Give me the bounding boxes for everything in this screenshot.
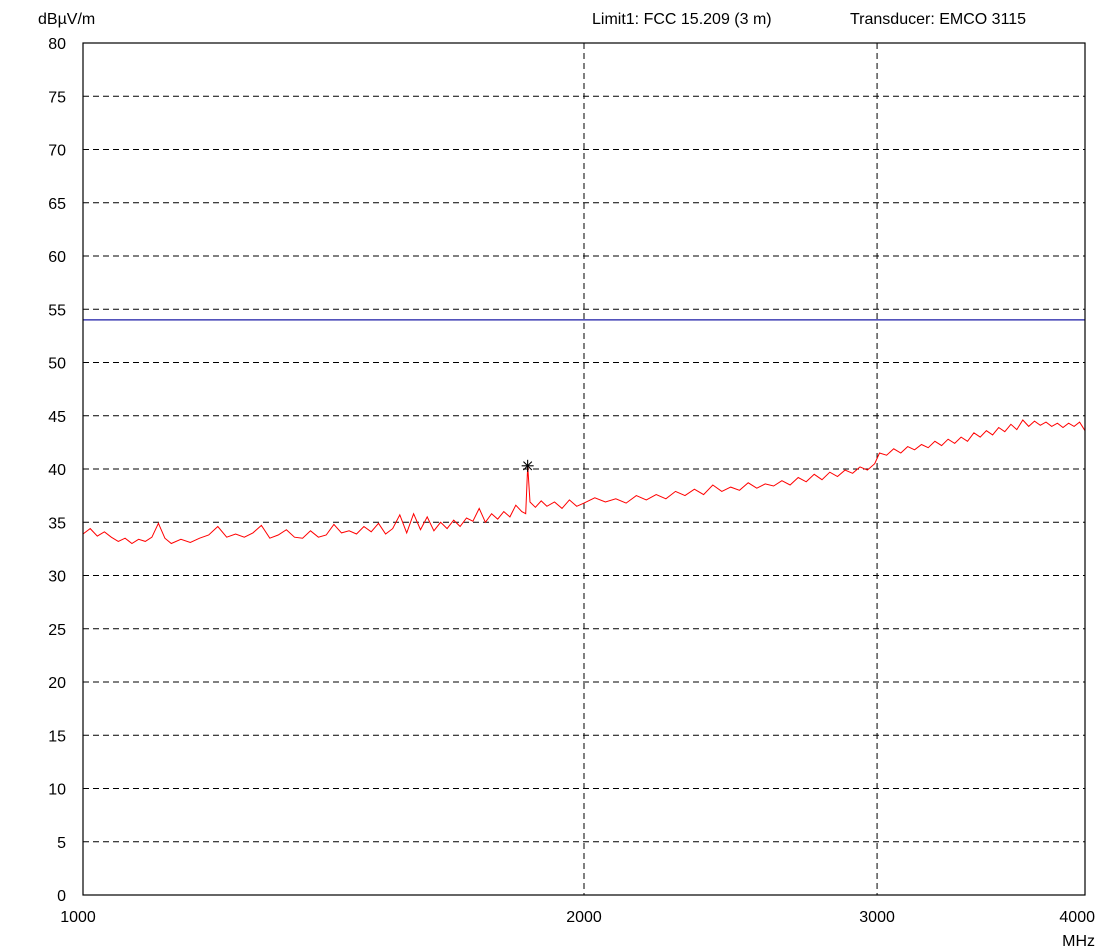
plot-frame bbox=[82, 42, 1086, 896]
limit-label: Limit1: FCC 15.209 (3 m) bbox=[592, 11, 772, 28]
grid-layer bbox=[83, 43, 1085, 895]
x-axis-unit-label: MHz bbox=[1062, 933, 1095, 950]
y-tick-label: 80 bbox=[48, 36, 66, 53]
y-tick-label: 45 bbox=[48, 409, 66, 426]
y-tick-label: 35 bbox=[48, 515, 66, 532]
y-tick-label: 10 bbox=[48, 782, 66, 799]
y-tick-label: 30 bbox=[48, 569, 66, 586]
y-tick-label: 65 bbox=[48, 196, 66, 213]
transducer-label: Transducer: EMCO 3115 bbox=[850, 11, 1026, 28]
y-axis-unit-label: dBµV/m bbox=[38, 11, 95, 28]
measurement-trace bbox=[82, 419, 1086, 545]
tick-labels: 0 5 10 15 20 25 30 35 40 45 50 55 60 65 70 75 80 1000 2000… bbox=[48, 36, 1095, 926]
y-tick-label: 55 bbox=[48, 302, 66, 319]
x-tick-label: 3000 bbox=[859, 909, 895, 926]
peak-marker bbox=[521, 459, 534, 472]
y-tick-label: 5 bbox=[57, 835, 66, 852]
series-layer bbox=[82, 419, 1086, 545]
y-tick-label: 15 bbox=[48, 728, 66, 745]
y-tick-label: 0 bbox=[57, 888, 66, 905]
y-tick-label: 70 bbox=[48, 143, 66, 160]
x-tick-label: 1000 bbox=[60, 909, 96, 926]
peak-marker-stroke bbox=[523, 461, 533, 471]
x-tick-label: 2000 bbox=[566, 909, 602, 926]
marker-layer bbox=[521, 459, 534, 472]
y-tick-label: 60 bbox=[48, 249, 66, 266]
y-tick-label: 20 bbox=[48, 675, 66, 692]
y-tick-label: 25 bbox=[48, 622, 66, 639]
y-tick-label: 40 bbox=[48, 462, 66, 479]
y-tick-label: 50 bbox=[48, 356, 66, 373]
x-tick-label: 4000 bbox=[1059, 909, 1095, 926]
y-tick-label: 75 bbox=[48, 89, 66, 106]
